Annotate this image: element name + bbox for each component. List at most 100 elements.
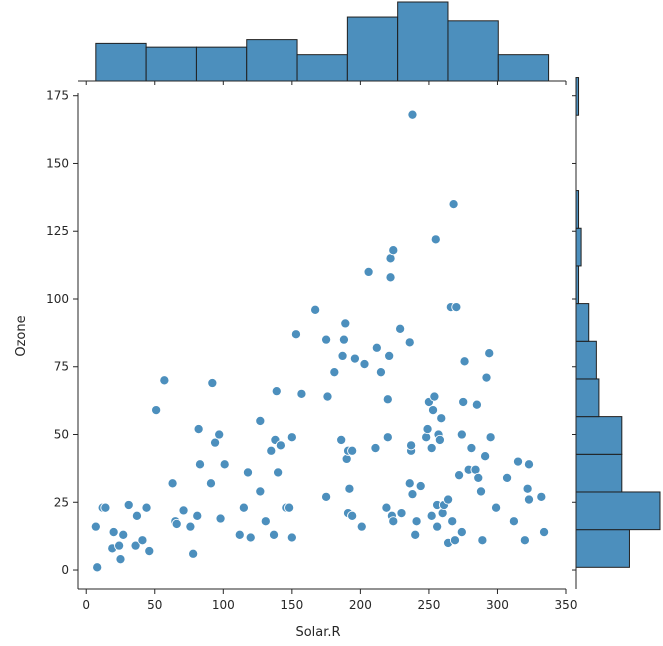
scatter-point bbox=[477, 535, 488, 546]
scatter-point bbox=[178, 505, 189, 516]
scatter-point bbox=[432, 521, 443, 532]
x-tick-label: 300 bbox=[486, 598, 509, 612]
scatter-point bbox=[271, 386, 282, 397]
scatter-point bbox=[404, 478, 415, 489]
scatter-point bbox=[245, 532, 256, 543]
scatter-point bbox=[426, 443, 437, 454]
x-tick-label: 150 bbox=[280, 598, 303, 612]
scatter-point bbox=[443, 494, 454, 505]
scatter-point bbox=[347, 510, 358, 521]
scatter-point bbox=[108, 527, 119, 538]
scatter-point bbox=[491, 502, 502, 513]
scatter-point bbox=[337, 350, 348, 361]
scatter-point bbox=[275, 440, 286, 451]
scatter-point bbox=[407, 109, 418, 120]
scatter-point bbox=[406, 440, 417, 451]
scatter-point bbox=[205, 478, 217, 489]
x-tick-label: 200 bbox=[349, 598, 372, 612]
scatter-point bbox=[404, 337, 415, 348]
scatter-point bbox=[454, 470, 465, 481]
marginal-y-histogram bbox=[572, 77, 661, 589]
x-histogram-bar bbox=[497, 54, 550, 82]
scatter-point bbox=[411, 516, 422, 527]
scatter-point bbox=[329, 367, 340, 378]
scatter-point bbox=[384, 350, 395, 361]
x-tick-label: 100 bbox=[212, 598, 235, 612]
scatter-point bbox=[473, 472, 484, 483]
scatter-point bbox=[268, 529, 280, 540]
scatter-point bbox=[151, 405, 162, 416]
scatter-point bbox=[484, 348, 495, 359]
x-tick-label: 0 bbox=[82, 598, 90, 612]
scatter-point bbox=[422, 424, 433, 435]
scatter-point bbox=[123, 499, 134, 511]
scatter-point bbox=[349, 353, 360, 364]
scatter-point bbox=[296, 388, 307, 399]
scatter-point bbox=[192, 510, 203, 521]
scatter-axes: 0 50 100 150 200 250 300 350 0 25 50 75 100 125 150 175 bbox=[46, 89, 577, 612]
scatter-point bbox=[341, 453, 352, 464]
y-tick-label: 50 bbox=[54, 428, 69, 442]
y-tick-label: 175 bbox=[46, 89, 69, 103]
scatter-point bbox=[430, 234, 441, 245]
y-tick-label: 75 bbox=[54, 360, 69, 374]
scatter-point bbox=[536, 491, 547, 502]
scatter-point bbox=[130, 540, 141, 551]
scatter-point bbox=[502, 472, 513, 483]
scatter-point bbox=[522, 483, 533, 494]
scatter-point bbox=[137, 535, 148, 546]
scatter-point bbox=[475, 486, 487, 497]
scatter-point bbox=[371, 342, 382, 353]
scatter-point bbox=[480, 451, 491, 462]
scatter-point bbox=[114, 540, 125, 551]
scatter-point bbox=[100, 502, 111, 513]
x-histogram-bar bbox=[296, 54, 348, 82]
x-histogram-bar bbox=[195, 46, 248, 82]
scatter-point bbox=[255, 415, 266, 427]
scatter-point bbox=[436, 413, 447, 424]
scatter-point bbox=[336, 434, 347, 445]
scatter-point bbox=[347, 445, 358, 456]
x-tick-label: 250 bbox=[417, 598, 440, 612]
scatter-point bbox=[523, 494, 535, 505]
scatter-point bbox=[322, 391, 333, 402]
y-histogram-bar bbox=[575, 453, 623, 493]
scatter-point bbox=[512, 456, 524, 467]
scatter-point bbox=[415, 480, 426, 492]
scatter-point bbox=[266, 445, 277, 456]
scatter-point bbox=[434, 434, 445, 445]
scatter-point bbox=[449, 535, 461, 546]
scatter-point bbox=[359, 358, 370, 370]
scatter-point bbox=[310, 304, 321, 315]
scatter-point bbox=[90, 521, 101, 532]
scatter-point bbox=[523, 459, 535, 470]
y-tick-label: 0 bbox=[61, 563, 69, 577]
scatter-point bbox=[144, 546, 155, 557]
x-histogram-bar bbox=[95, 42, 147, 82]
scatter-point bbox=[210, 437, 221, 448]
y-histogram-bar bbox=[575, 378, 600, 418]
scatter-point bbox=[471, 399, 482, 410]
scatter-point bbox=[131, 510, 142, 521]
y-histogram-bar bbox=[575, 491, 661, 531]
scatter-point bbox=[407, 489, 418, 500]
scatter-point bbox=[429, 391, 440, 402]
y-tick-label: 25 bbox=[54, 495, 69, 509]
scatter-point bbox=[215, 513, 226, 524]
scatter-point bbox=[427, 405, 439, 416]
scatter-point bbox=[426, 510, 437, 521]
scatter-point bbox=[321, 491, 332, 502]
scatter-point bbox=[466, 443, 477, 454]
scatter-point bbox=[382, 432, 393, 443]
x-histogram-bar bbox=[397, 1, 449, 82]
scatter-point bbox=[508, 516, 519, 527]
scatter-point bbox=[207, 377, 218, 389]
scatter-point bbox=[115, 554, 126, 565]
scatter-point bbox=[388, 516, 399, 527]
scatter-point bbox=[193, 424, 204, 435]
scatter-point bbox=[167, 478, 178, 489]
scatter-point bbox=[363, 266, 374, 277]
scatter-point bbox=[321, 334, 332, 345]
scatter-point bbox=[255, 486, 266, 497]
